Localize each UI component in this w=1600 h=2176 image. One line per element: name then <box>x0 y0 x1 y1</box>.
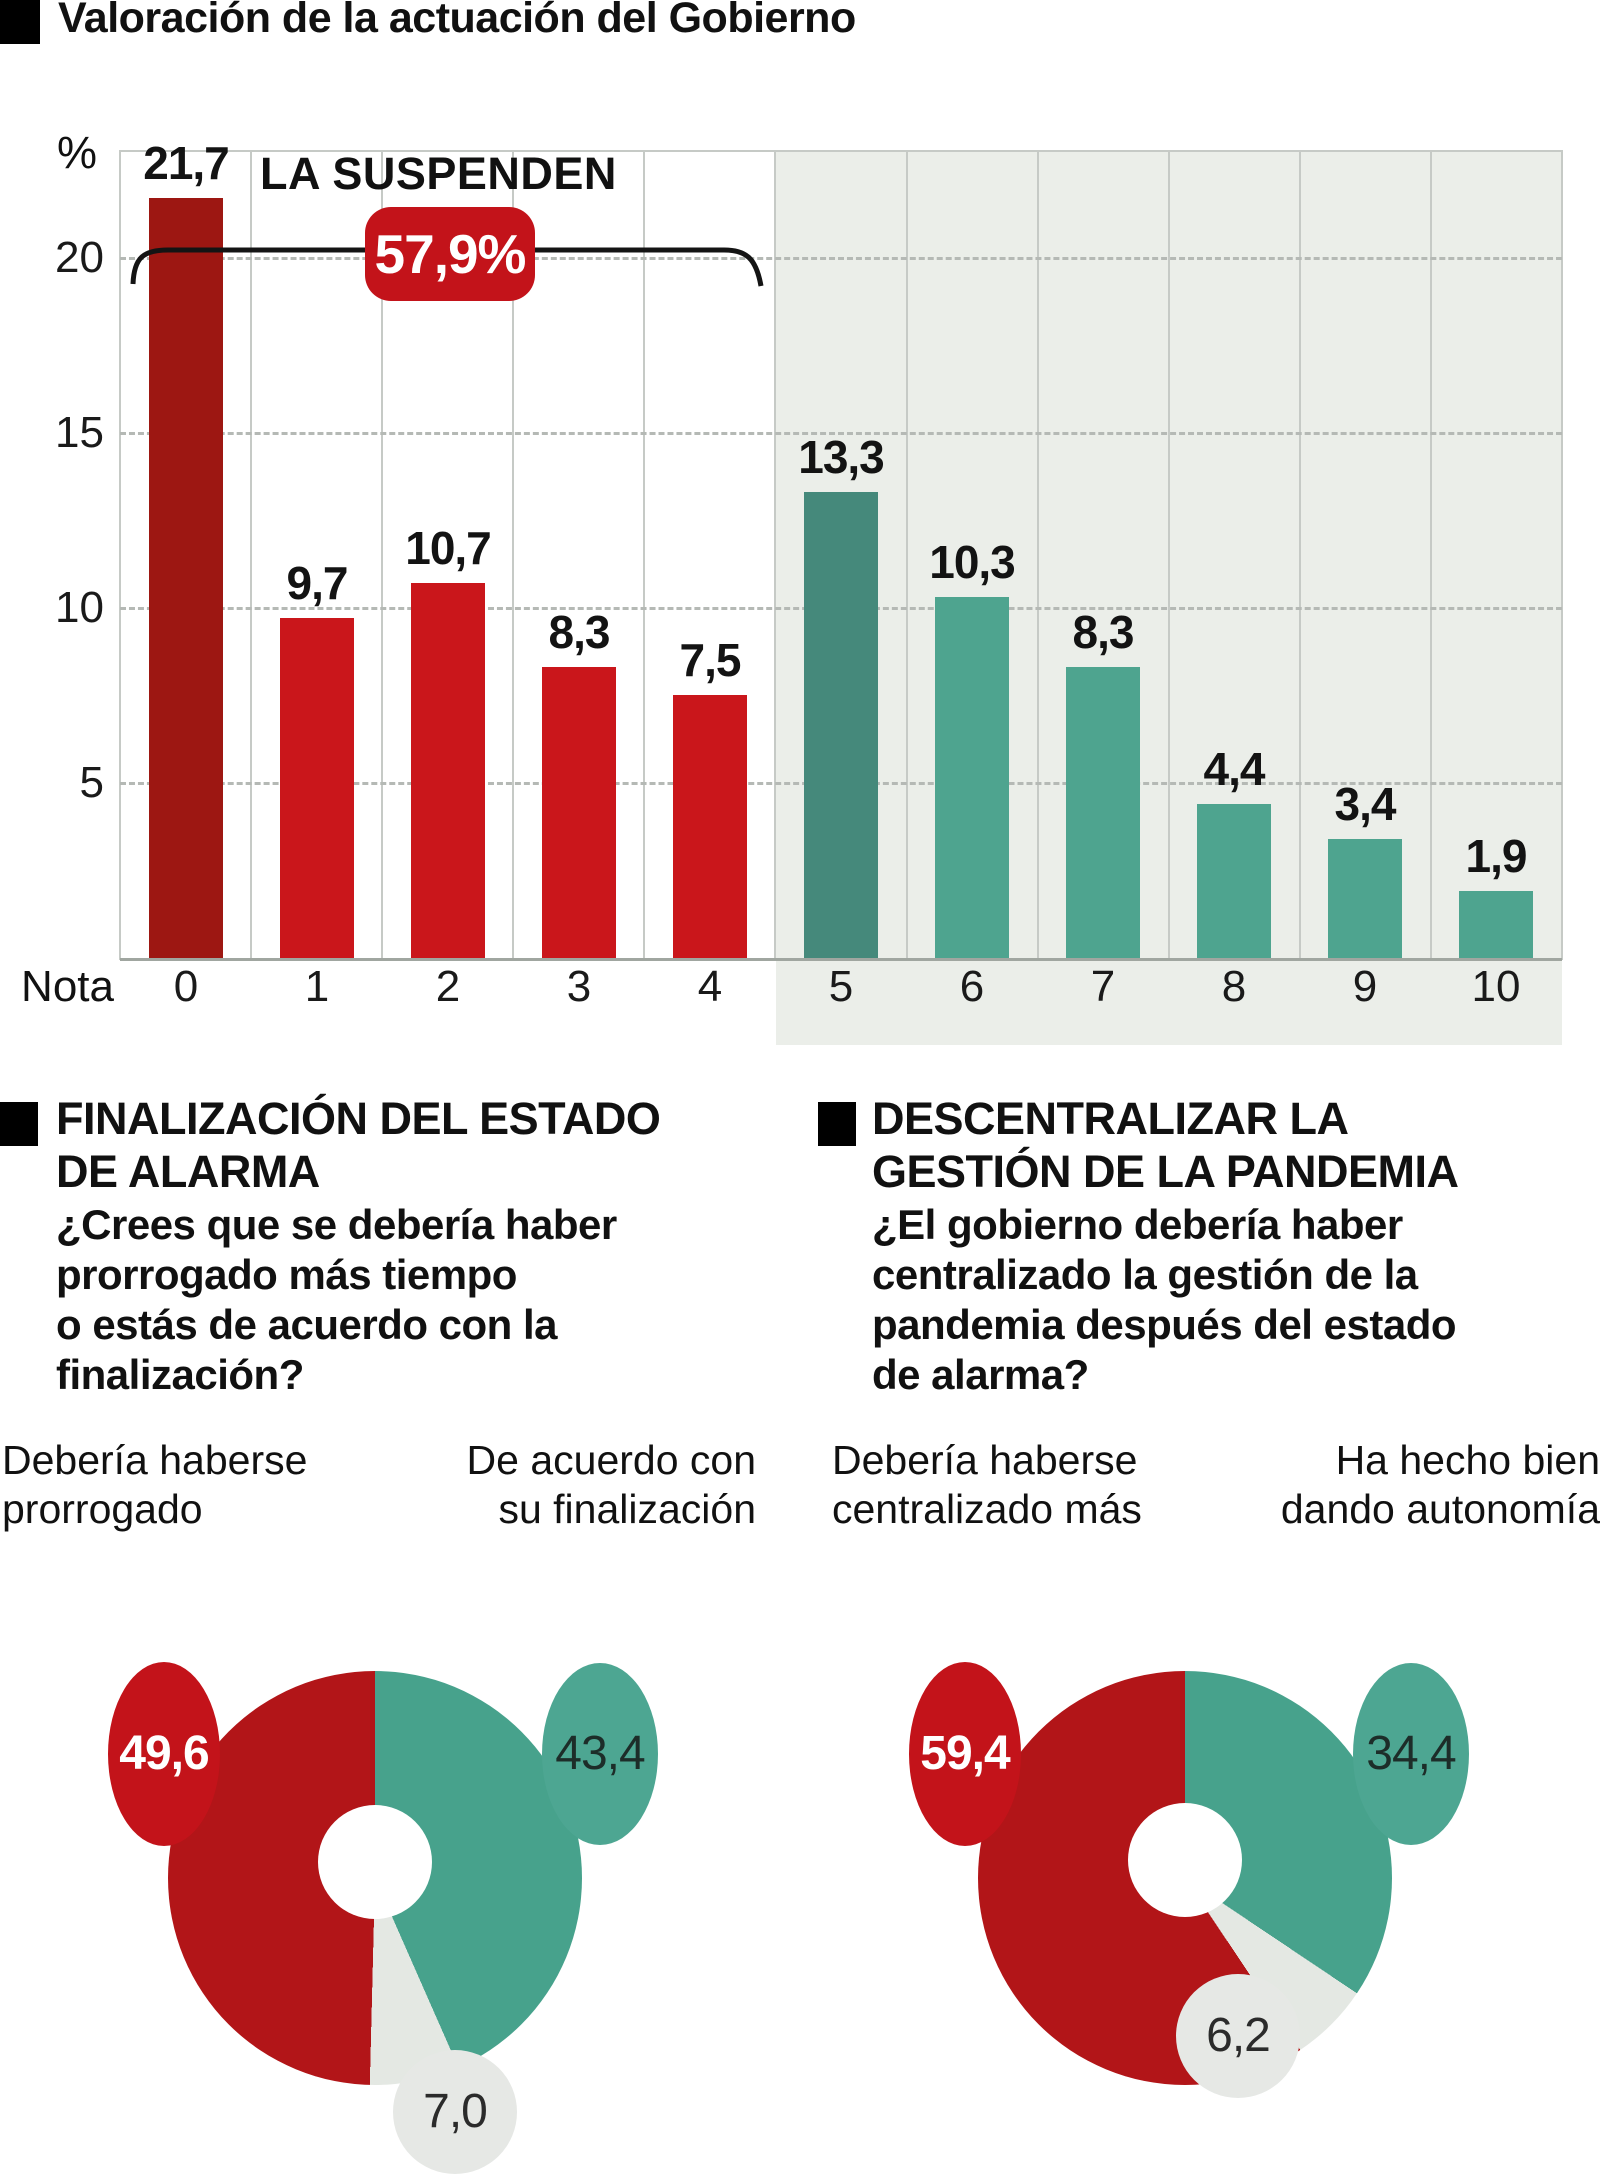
x-tick-label-6: 6 <box>959 962 985 1011</box>
bar-nota-0 <box>149 198 223 958</box>
bar-nota-1 <box>280 618 354 958</box>
vertical-gridline <box>1561 150 1563 960</box>
left-question-line4: finalización? <box>56 1351 304 1398</box>
bar-value-label-4: 7,5 <box>679 634 742 686</box>
x-tick-label-3: 3 <box>566 962 592 1011</box>
bar-value-label-10: 1,9 <box>1465 830 1528 882</box>
left-section-heading: FINALIZACIÓN DEL ESTADO DE ALARMA <box>56 1092 661 1198</box>
right-pie-red-legend-line1: Debería haberse <box>832 1437 1138 1483</box>
y-tick-label-15: 15 <box>55 408 104 457</box>
suspend-annotation-label: LA SUSPENDEN <box>260 148 617 199</box>
y-tick-label-20: 20 <box>55 233 104 282</box>
bar-value-label-7: 8,3 <box>1072 606 1135 658</box>
y-tick-label-5: 5 <box>79 758 104 807</box>
vertical-gridline <box>906 150 908 960</box>
vertical-gridline <box>250 150 252 960</box>
bar-nota-5 <box>804 492 878 958</box>
bar-value-label-2: 10,7 <box>405 522 492 574</box>
right-heading-line2: GESTIÓN DE LA PANDEMIA <box>872 1146 1459 1197</box>
suspend-percentage-badge: 57,9% <box>365 207 535 301</box>
bar-value-label-9: 3,4 <box>1334 778 1397 830</box>
x-axis-baseline <box>120 958 1562 961</box>
right-pie-center-hole <box>1128 1803 1242 1917</box>
left-pie-red-legend-line1: Debería haberse <box>2 1437 308 1483</box>
left-pie-center-hole <box>318 1805 432 1919</box>
vertical-gridline <box>1168 150 1170 960</box>
right-pie-badge-34_4: 34,4 <box>1353 1663 1469 1845</box>
vertical-gridline <box>774 150 776 960</box>
bar-value-label-1: 9,7 <box>286 557 349 609</box>
bar-nota-9 <box>1328 839 1402 958</box>
bar-value-label-5: 13,3 <box>798 431 885 483</box>
x-axis-title: Nota <box>21 962 114 1011</box>
bar-value-label-3: 8,3 <box>548 606 611 658</box>
plot-top-border <box>120 150 1562 152</box>
bar-value-label-8: 4,4 <box>1203 743 1266 795</box>
x-tick-label-4: 4 <box>697 962 723 1011</box>
right-section-heading: DESCENTRALIZAR LA GESTIÓN DE LA PANDEMIA <box>872 1092 1459 1198</box>
x-tick-label-10: 10 <box>1471 962 1521 1011</box>
page-title: Valoración de la actuación del Gobierno <box>58 0 856 42</box>
x-tick-label-5: 5 <box>828 962 854 1011</box>
x-tick-label-7: 7 <box>1090 962 1116 1011</box>
bar-value-label-0: 21,7 <box>143 137 230 189</box>
left-pie-red-legend-line2: prorrogado <box>2 1486 203 1532</box>
x-tick-label-2: 2 <box>435 962 461 1011</box>
y-axis-unit-label: % <box>56 127 97 178</box>
right-pie-teal-legend-line2: dando autonomía <box>1280 1486 1600 1532</box>
left-pie-red-legend: Debería haberse prorrogado <box>2 1436 307 1534</box>
x-tick-label-9: 9 <box>1352 962 1378 1011</box>
left-question-line3: o estás de acuerdo con la <box>56 1301 558 1348</box>
left-pie-badge-43_4: 43,4 <box>542 1663 658 1845</box>
bar-nota-8 <box>1197 804 1271 958</box>
bar-nota-10 <box>1459 891 1533 958</box>
bar-nota-2 <box>411 583 485 958</box>
left-question-line2: prorrogado más tiempo <box>56 1251 517 1298</box>
x-tick-label-8: 8 <box>1221 962 1247 1011</box>
vertical-gridline <box>381 150 383 960</box>
vertical-gridline <box>1430 150 1432 960</box>
left-section-bullet-square <box>0 1102 38 1146</box>
bar-nota-7 <box>1066 667 1140 958</box>
bar-value-label-6: 10,3 <box>929 536 1016 588</box>
title-bullet-square <box>0 0 40 44</box>
y-tick-label-10: 10 <box>55 583 104 632</box>
vertical-gridline <box>1299 150 1301 960</box>
left-heading-line1: FINALIZACIÓN DEL ESTADO <box>56 1093 661 1144</box>
bar-nota-6 <box>935 597 1009 958</box>
right-pie-teal-legend: Ha hecho bien dando autonomía <box>1264 1436 1600 1534</box>
right-heading-line1: DESCENTRALIZAR LA <box>872 1093 1349 1144</box>
x-tick-label-1: 1 <box>304 962 330 1011</box>
left-pie-teal-legend-line1: De acuerdo con <box>466 1437 756 1483</box>
vertical-gridline <box>643 150 645 960</box>
right-question-line3: pandemia después del estado <box>872 1301 1457 1348</box>
bar-nota-4 <box>673 695 747 958</box>
left-question-line1: ¿Crees que se debería haber <box>56 1201 617 1248</box>
vertical-gridline <box>119 150 121 960</box>
left-pie-badge-7_0: 7,0 <box>393 2050 517 2174</box>
dashed-gridline-15 <box>120 432 1562 435</box>
right-question-line4: de alarma? <box>872 1351 1089 1398</box>
right-question-line1: ¿El gobierno debería haber <box>872 1201 1403 1248</box>
bar-nota-3 <box>542 667 616 958</box>
right-section-bullet-square <box>818 1102 856 1146</box>
right-pie-badge-59_4: 59,4 <box>909 1662 1021 1846</box>
dashed-gridline-20 <box>120 257 1562 260</box>
right-pie-teal-legend-line1: Ha hecho bien <box>1335 1437 1600 1483</box>
right-section-question: ¿El gobierno debería haber centralizado … <box>872 1200 1457 1400</box>
right-pie-badge-6_2: 6,2 <box>1176 1974 1300 2098</box>
left-pie-teal-legend: De acuerdo con su finalización <box>420 1436 756 1534</box>
left-pie-badge-49_6: 49,6 <box>108 1662 220 1846</box>
right-pie-red-legend: Debería haberse centralizado más <box>832 1436 1142 1534</box>
left-section-question: ¿Crees que se debería haber prorrogado m… <box>56 1200 617 1400</box>
right-pie-red-legend-line2: centralizado más <box>832 1486 1142 1532</box>
vertical-gridline <box>1037 150 1039 960</box>
vertical-gridline <box>512 150 514 960</box>
right-question-line2: centralizado la gestión de la <box>872 1251 1418 1298</box>
left-heading-line2: DE ALARMA <box>56 1146 320 1197</box>
left-pie-teal-legend-line2: su finalización <box>498 1486 756 1532</box>
x-tick-label-0: 0 <box>173 962 199 1011</box>
